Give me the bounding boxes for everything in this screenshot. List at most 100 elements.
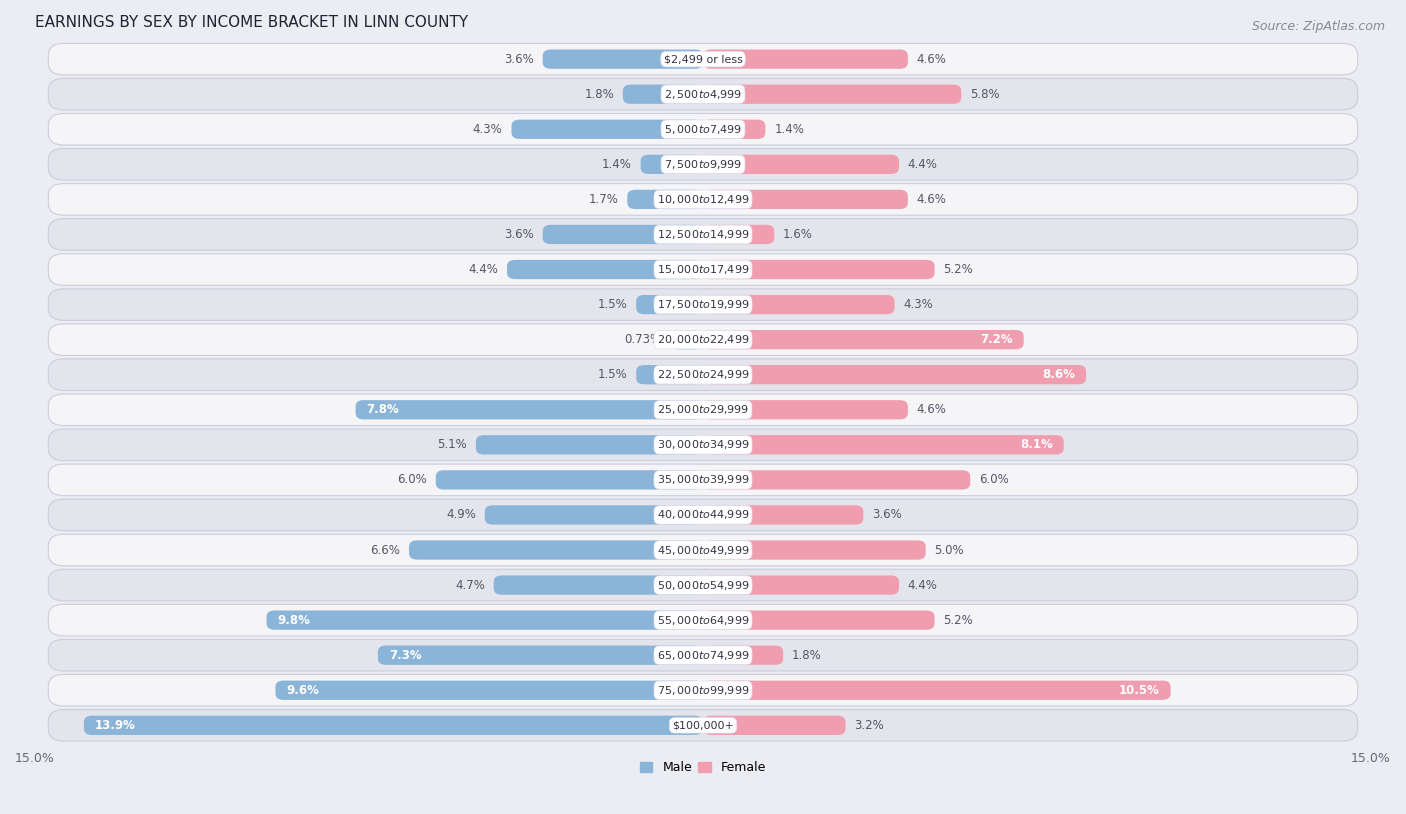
Text: 1.7%: 1.7% bbox=[589, 193, 619, 206]
Text: 5.1%: 5.1% bbox=[437, 438, 467, 451]
FancyBboxPatch shape bbox=[703, 50, 908, 69]
Text: EARNINGS BY SEX BY INCOME BRACKET IN LINN COUNTY: EARNINGS BY SEX BY INCOME BRACKET IN LIN… bbox=[35, 15, 468, 30]
Text: 10.5%: 10.5% bbox=[1119, 684, 1160, 697]
FancyBboxPatch shape bbox=[267, 610, 703, 630]
Text: 1.6%: 1.6% bbox=[783, 228, 813, 241]
Text: $17,500 to $19,999: $17,500 to $19,999 bbox=[657, 298, 749, 311]
Text: 4.3%: 4.3% bbox=[904, 298, 934, 311]
FancyBboxPatch shape bbox=[475, 435, 703, 454]
Text: 5.2%: 5.2% bbox=[943, 614, 973, 627]
FancyBboxPatch shape bbox=[48, 43, 1358, 75]
FancyBboxPatch shape bbox=[703, 85, 962, 104]
Text: 4.6%: 4.6% bbox=[917, 53, 946, 66]
FancyBboxPatch shape bbox=[48, 675, 1358, 706]
FancyBboxPatch shape bbox=[703, 400, 908, 419]
Text: 7.8%: 7.8% bbox=[367, 403, 399, 416]
Text: 1.5%: 1.5% bbox=[598, 298, 627, 311]
FancyBboxPatch shape bbox=[48, 604, 1358, 636]
Text: 3.6%: 3.6% bbox=[872, 509, 903, 522]
Text: 4.4%: 4.4% bbox=[468, 263, 498, 276]
FancyBboxPatch shape bbox=[48, 324, 1358, 356]
Text: 6.0%: 6.0% bbox=[396, 474, 427, 487]
Text: $40,000 to $44,999: $40,000 to $44,999 bbox=[657, 509, 749, 522]
Text: 4.7%: 4.7% bbox=[456, 579, 485, 592]
Text: 3.6%: 3.6% bbox=[503, 228, 534, 241]
FancyBboxPatch shape bbox=[48, 394, 1358, 426]
Text: $30,000 to $34,999: $30,000 to $34,999 bbox=[657, 438, 749, 451]
Text: $22,500 to $24,999: $22,500 to $24,999 bbox=[657, 368, 749, 381]
FancyBboxPatch shape bbox=[703, 540, 925, 560]
FancyBboxPatch shape bbox=[48, 289, 1358, 321]
FancyBboxPatch shape bbox=[703, 575, 898, 595]
FancyBboxPatch shape bbox=[84, 716, 703, 735]
FancyBboxPatch shape bbox=[703, 610, 935, 630]
FancyBboxPatch shape bbox=[48, 710, 1358, 741]
Text: $45,000 to $49,999: $45,000 to $49,999 bbox=[657, 544, 749, 557]
Legend: Male, Female: Male, Female bbox=[636, 756, 770, 779]
Text: 3.6%: 3.6% bbox=[503, 53, 534, 66]
FancyBboxPatch shape bbox=[48, 184, 1358, 215]
FancyBboxPatch shape bbox=[703, 190, 908, 209]
FancyBboxPatch shape bbox=[485, 505, 703, 524]
FancyBboxPatch shape bbox=[48, 499, 1358, 531]
Text: $65,000 to $74,999: $65,000 to $74,999 bbox=[657, 649, 749, 662]
Text: 1.4%: 1.4% bbox=[602, 158, 631, 171]
FancyBboxPatch shape bbox=[48, 78, 1358, 110]
Text: 5.2%: 5.2% bbox=[943, 263, 973, 276]
FancyBboxPatch shape bbox=[703, 681, 1171, 700]
FancyBboxPatch shape bbox=[409, 540, 703, 560]
FancyBboxPatch shape bbox=[48, 534, 1358, 566]
FancyBboxPatch shape bbox=[623, 85, 703, 104]
FancyBboxPatch shape bbox=[703, 505, 863, 524]
Text: $20,000 to $22,499: $20,000 to $22,499 bbox=[657, 333, 749, 346]
FancyBboxPatch shape bbox=[703, 330, 1024, 349]
FancyBboxPatch shape bbox=[671, 330, 703, 349]
Text: $2,500 to $4,999: $2,500 to $4,999 bbox=[664, 88, 742, 101]
Text: 3.2%: 3.2% bbox=[855, 719, 884, 732]
Text: 6.0%: 6.0% bbox=[979, 474, 1010, 487]
FancyBboxPatch shape bbox=[641, 155, 703, 174]
FancyBboxPatch shape bbox=[512, 120, 703, 139]
Text: 8.6%: 8.6% bbox=[1042, 368, 1076, 381]
FancyBboxPatch shape bbox=[703, 716, 845, 735]
FancyBboxPatch shape bbox=[703, 120, 765, 139]
Text: $75,000 to $99,999: $75,000 to $99,999 bbox=[657, 684, 749, 697]
FancyBboxPatch shape bbox=[703, 260, 935, 279]
Text: $35,000 to $39,999: $35,000 to $39,999 bbox=[657, 474, 749, 487]
FancyBboxPatch shape bbox=[494, 575, 703, 595]
FancyBboxPatch shape bbox=[703, 225, 775, 244]
Text: 9.6%: 9.6% bbox=[287, 684, 319, 697]
Text: 6.6%: 6.6% bbox=[370, 544, 401, 557]
Text: 4.4%: 4.4% bbox=[908, 158, 938, 171]
Text: 1.8%: 1.8% bbox=[583, 88, 614, 101]
Text: 4.9%: 4.9% bbox=[446, 509, 475, 522]
Text: 0.73%: 0.73% bbox=[624, 333, 662, 346]
FancyBboxPatch shape bbox=[48, 359, 1358, 391]
Text: 5.0%: 5.0% bbox=[935, 544, 965, 557]
FancyBboxPatch shape bbox=[508, 260, 703, 279]
FancyBboxPatch shape bbox=[48, 113, 1358, 145]
Text: 4.6%: 4.6% bbox=[917, 193, 946, 206]
FancyBboxPatch shape bbox=[48, 219, 1358, 250]
Text: $55,000 to $64,999: $55,000 to $64,999 bbox=[657, 614, 749, 627]
Text: 8.1%: 8.1% bbox=[1019, 438, 1053, 451]
Text: 4.4%: 4.4% bbox=[908, 579, 938, 592]
Text: 7.2%: 7.2% bbox=[980, 333, 1012, 346]
Text: 1.8%: 1.8% bbox=[792, 649, 823, 662]
FancyBboxPatch shape bbox=[703, 470, 970, 489]
FancyBboxPatch shape bbox=[703, 435, 1064, 454]
FancyBboxPatch shape bbox=[703, 365, 1085, 384]
FancyBboxPatch shape bbox=[627, 190, 703, 209]
FancyBboxPatch shape bbox=[543, 50, 703, 69]
FancyBboxPatch shape bbox=[636, 295, 703, 314]
Text: 9.8%: 9.8% bbox=[277, 614, 311, 627]
FancyBboxPatch shape bbox=[276, 681, 703, 700]
FancyBboxPatch shape bbox=[543, 225, 703, 244]
FancyBboxPatch shape bbox=[703, 155, 898, 174]
FancyBboxPatch shape bbox=[703, 295, 894, 314]
FancyBboxPatch shape bbox=[48, 429, 1358, 461]
Text: 7.3%: 7.3% bbox=[389, 649, 422, 662]
FancyBboxPatch shape bbox=[636, 365, 703, 384]
FancyBboxPatch shape bbox=[48, 464, 1358, 496]
Text: 1.5%: 1.5% bbox=[598, 368, 627, 381]
